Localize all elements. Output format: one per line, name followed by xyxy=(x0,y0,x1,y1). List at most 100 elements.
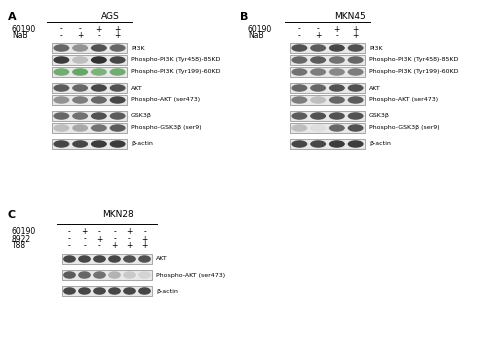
Bar xyxy=(290,95,365,105)
Text: AKT: AKT xyxy=(131,85,143,90)
Ellipse shape xyxy=(91,84,107,92)
Ellipse shape xyxy=(93,255,106,263)
Ellipse shape xyxy=(72,112,88,120)
Ellipse shape xyxy=(291,112,307,120)
Text: NaB: NaB xyxy=(248,31,264,40)
Ellipse shape xyxy=(348,96,363,104)
Bar xyxy=(62,270,152,280)
Ellipse shape xyxy=(310,140,326,148)
Ellipse shape xyxy=(53,140,69,148)
Ellipse shape xyxy=(348,56,363,64)
Ellipse shape xyxy=(123,287,136,295)
Text: 60190: 60190 xyxy=(12,24,36,33)
Text: -: - xyxy=(298,31,301,40)
Text: -: - xyxy=(83,242,86,251)
Text: +: + xyxy=(114,31,121,40)
Ellipse shape xyxy=(109,84,126,92)
Text: -: - xyxy=(128,234,131,243)
Text: +: + xyxy=(141,234,148,243)
Ellipse shape xyxy=(109,96,126,104)
Ellipse shape xyxy=(348,68,363,76)
Ellipse shape xyxy=(329,44,345,52)
Text: B: B xyxy=(240,12,248,22)
Text: -: - xyxy=(97,31,100,40)
Text: 60190: 60190 xyxy=(12,228,36,237)
Ellipse shape xyxy=(348,124,363,132)
Text: GSK3β: GSK3β xyxy=(369,113,390,118)
Text: 60190: 60190 xyxy=(248,24,272,33)
Text: +: + xyxy=(315,31,321,40)
Text: -: - xyxy=(143,228,146,237)
Text: MKN45: MKN45 xyxy=(334,12,366,21)
Ellipse shape xyxy=(123,271,136,279)
Bar xyxy=(52,95,127,105)
Bar xyxy=(52,83,127,93)
Ellipse shape xyxy=(109,44,126,52)
Ellipse shape xyxy=(91,140,107,148)
Text: +: + xyxy=(111,242,118,251)
Text: β-actin: β-actin xyxy=(131,141,153,147)
Text: GSK3β: GSK3β xyxy=(131,113,152,118)
Text: +: + xyxy=(96,24,102,33)
Bar xyxy=(52,55,127,65)
Text: Phospho-PI3K (Tyr458)-85KD: Phospho-PI3K (Tyr458)-85KD xyxy=(131,58,220,63)
Ellipse shape xyxy=(329,56,345,64)
Bar xyxy=(290,139,365,149)
Ellipse shape xyxy=(93,287,106,295)
Text: PI3K: PI3K xyxy=(369,45,383,50)
Ellipse shape xyxy=(138,255,151,263)
Text: -: - xyxy=(60,31,63,40)
Ellipse shape xyxy=(291,56,307,64)
Text: -: - xyxy=(68,242,71,251)
Text: β-actin: β-actin xyxy=(369,141,391,147)
Ellipse shape xyxy=(310,56,326,64)
Text: C: C xyxy=(8,210,16,220)
Text: -: - xyxy=(336,31,338,40)
Ellipse shape xyxy=(78,255,91,263)
Text: +: + xyxy=(81,228,88,237)
Ellipse shape xyxy=(329,112,345,120)
Ellipse shape xyxy=(329,68,345,76)
Ellipse shape xyxy=(348,112,363,120)
Bar xyxy=(290,43,365,53)
Ellipse shape xyxy=(63,271,76,279)
Ellipse shape xyxy=(72,96,88,104)
Ellipse shape xyxy=(348,84,363,92)
Ellipse shape xyxy=(291,140,307,148)
Ellipse shape xyxy=(91,112,107,120)
Ellipse shape xyxy=(138,287,151,295)
Ellipse shape xyxy=(329,124,345,132)
Text: -: - xyxy=(298,24,301,33)
Ellipse shape xyxy=(291,44,307,52)
Ellipse shape xyxy=(108,287,121,295)
Ellipse shape xyxy=(72,68,88,76)
Ellipse shape xyxy=(329,84,345,92)
Ellipse shape xyxy=(310,44,326,52)
Text: +: + xyxy=(352,31,359,40)
Text: +: + xyxy=(352,24,359,33)
Text: +: + xyxy=(141,242,148,251)
Text: Phospho-PI3K (Tyr199)-60KD: Phospho-PI3K (Tyr199)-60KD xyxy=(131,69,220,75)
Ellipse shape xyxy=(53,56,69,64)
Ellipse shape xyxy=(138,271,151,279)
Ellipse shape xyxy=(72,84,88,92)
Text: PI3K: PI3K xyxy=(131,45,144,50)
Ellipse shape xyxy=(310,112,326,120)
Text: +: + xyxy=(334,24,340,33)
Text: -: - xyxy=(60,24,63,33)
Bar xyxy=(52,67,127,77)
Ellipse shape xyxy=(91,44,107,52)
Ellipse shape xyxy=(348,44,363,52)
Text: Phospho-AKT (ser473): Phospho-AKT (ser473) xyxy=(156,273,225,278)
Ellipse shape xyxy=(109,68,126,76)
Bar xyxy=(290,67,365,77)
Bar xyxy=(62,286,152,296)
Text: Phospho-AKT (ser473): Phospho-AKT (ser473) xyxy=(369,98,438,103)
Ellipse shape xyxy=(109,140,126,148)
Ellipse shape xyxy=(109,124,126,132)
Ellipse shape xyxy=(91,96,107,104)
Text: AKT: AKT xyxy=(156,256,168,261)
Ellipse shape xyxy=(91,124,107,132)
Text: -: - xyxy=(98,242,101,251)
Ellipse shape xyxy=(53,44,69,52)
